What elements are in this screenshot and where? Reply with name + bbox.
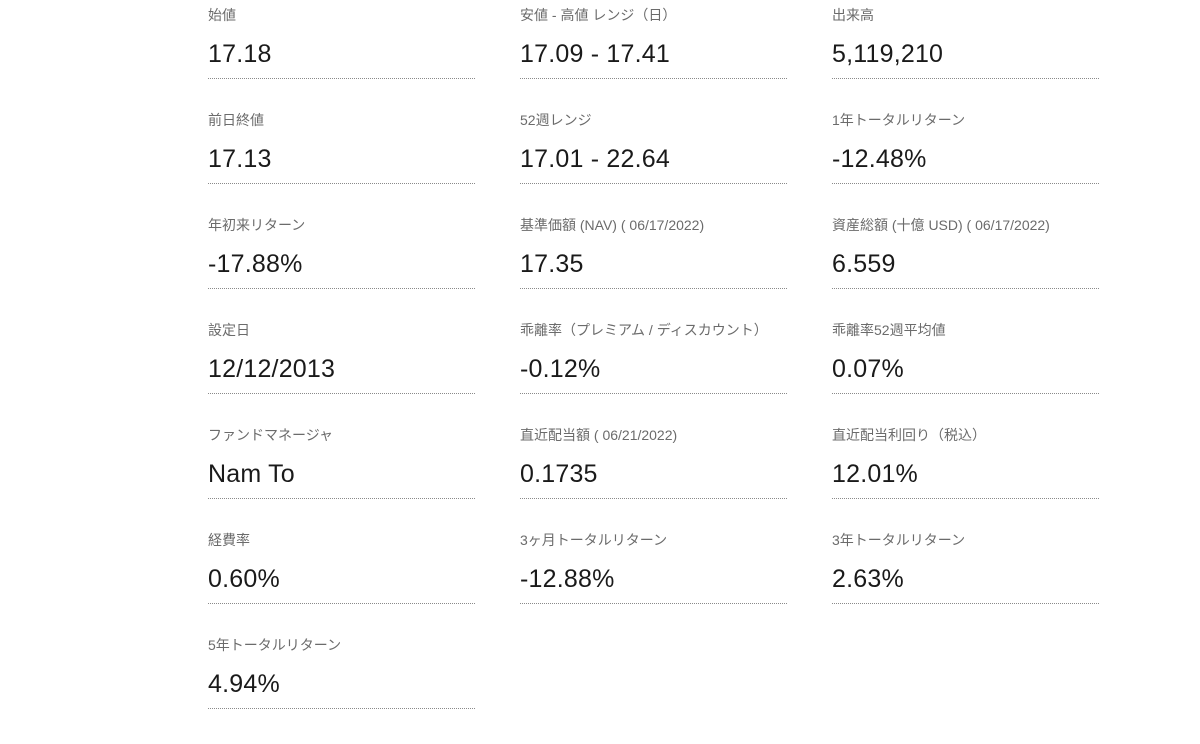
stat-label: 乖離率（プレミアム / ディスカウント） <box>520 322 768 338</box>
dotted-divider <box>832 183 1099 184</box>
dotted-divider <box>208 498 475 499</box>
stat-premium-discount-52-week-avg: 乖離率52週平均値 0.07% <box>832 315 1099 420</box>
stat-value: 5,119,210 <box>832 40 944 68</box>
dotted-divider <box>208 708 475 709</box>
stat-premium-discount: 乖離率（プレミアム / ディスカウント） -0.12% <box>520 315 787 420</box>
stat-value: -12.48% <box>832 145 927 173</box>
stat-total-assets: 資産総額 (十億 USD) ( 06/17/2022) 6.559 <box>832 210 1099 315</box>
stat-latest-dividend: 直近配当額 ( 06/21/2022) 0.1735 <box>520 420 787 525</box>
dotted-divider <box>832 78 1099 79</box>
stat-day-range: 安値 - 高値 レンジ（日） 17.09 - 17.41 <box>520 0 787 105</box>
stat-label: 1年トータルリターン <box>832 112 966 128</box>
stat-value: 0.07% <box>832 355 904 383</box>
stat-label: 直近配当額 ( 06/21/2022) <box>520 427 678 443</box>
stat-label: 経費率 <box>208 532 250 548</box>
stat-volume: 出来高 5,119,210 <box>832 0 1099 105</box>
stat-value: Nam To <box>208 460 295 488</box>
stat-fund-manager: ファンドマネージャ Nam To <box>208 420 475 525</box>
stat-value: 4.94% <box>208 670 280 698</box>
stat-value: 6.559 <box>832 250 896 278</box>
stat-expense-ratio: 経費率 0.60% <box>208 525 475 630</box>
dotted-divider <box>832 288 1099 289</box>
stat-value: 0.60% <box>208 565 280 593</box>
stat-value: 0.1735 <box>520 460 598 488</box>
stat-value: 17.13 <box>208 145 272 173</box>
stat-52-week-range: 52週レンジ 17.01 - 22.64 <box>520 105 787 210</box>
dotted-divider <box>520 288 787 289</box>
stat-value: 12.01% <box>832 460 918 488</box>
dotted-divider <box>520 78 787 79</box>
stat-label: 52週レンジ <box>520 112 592 128</box>
dotted-divider <box>520 603 787 604</box>
stat-label: 安値 - 高値 レンジ（日） <box>520 7 677 23</box>
stat-value: 2.63% <box>832 565 904 593</box>
dotted-divider <box>208 603 475 604</box>
stat-value: 17.09 - 17.41 <box>520 40 670 68</box>
stat-label: 3ヶ月トータルリターン <box>520 532 668 548</box>
stat-label: 設定日 <box>208 322 250 338</box>
stat-label: 始値 <box>208 7 236 23</box>
stat-label: 直近配当利回り（税込） <box>832 427 986 443</box>
dotted-divider <box>520 183 787 184</box>
stat-3-month-total-return: 3ヶ月トータルリターン -12.88% <box>520 525 787 630</box>
stat-label: 乖離率52週平均値 <box>832 322 946 338</box>
stat-3-year-total-return: 3年トータルリターン 2.63% <box>832 525 1099 630</box>
dotted-divider <box>832 603 1099 604</box>
stat-label: 3年トータルリターン <box>832 532 966 548</box>
stat-label: 資産総額 (十億 USD) ( 06/17/2022) <box>832 217 1050 233</box>
stat-value: 12/12/2013 <box>208 355 336 383</box>
stat-label: 5年トータルリターン <box>208 637 342 653</box>
stat-label: 年初来リターン <box>208 217 306 233</box>
dotted-divider <box>832 393 1099 394</box>
stat-label: 基準価額 (NAV) ( 06/17/2022) <box>520 217 705 233</box>
stat-value: -17.88% <box>208 250 303 278</box>
stat-label: ファンドマネージャ <box>208 427 334 443</box>
stat-value: 17.35 <box>520 250 584 278</box>
stat-label: 出来高 <box>832 7 874 23</box>
stat-previous-close: 前日終値 17.13 <box>208 105 475 210</box>
stat-1-year-total-return: 1年トータルリターン -12.48% <box>832 105 1099 210</box>
stat-value: -12.88% <box>520 565 615 593</box>
dotted-divider <box>520 498 787 499</box>
stat-value: 17.01 - 22.64 <box>520 145 670 173</box>
dotted-divider <box>520 393 787 394</box>
stat-nav: 基準価額 (NAV) ( 06/17/2022) 17.35 <box>520 210 787 315</box>
dotted-divider <box>208 183 475 184</box>
stat-label: 前日終値 <box>208 112 264 128</box>
dotted-divider <box>208 78 475 79</box>
stat-ytd-return: 年初来リターン -17.88% <box>208 210 475 315</box>
stat-5-year-total-return: 5年トータルリターン 4.94% <box>208 630 475 735</box>
stat-open: 始値 17.18 <box>208 0 475 105</box>
stat-dividend-yield: 直近配当利回り（税込） 12.01% <box>832 420 1099 525</box>
dotted-divider <box>832 498 1099 499</box>
fund-stats-grid: 始値 17.18 安値 - 高値 レンジ（日） 17.09 - 17.41 出来… <box>208 0 1099 735</box>
stat-inception-date: 設定日 12/12/2013 <box>208 315 475 420</box>
dotted-divider <box>208 393 475 394</box>
dotted-divider <box>208 288 475 289</box>
stat-value: -0.12% <box>520 355 601 383</box>
stat-value: 17.18 <box>208 40 272 68</box>
